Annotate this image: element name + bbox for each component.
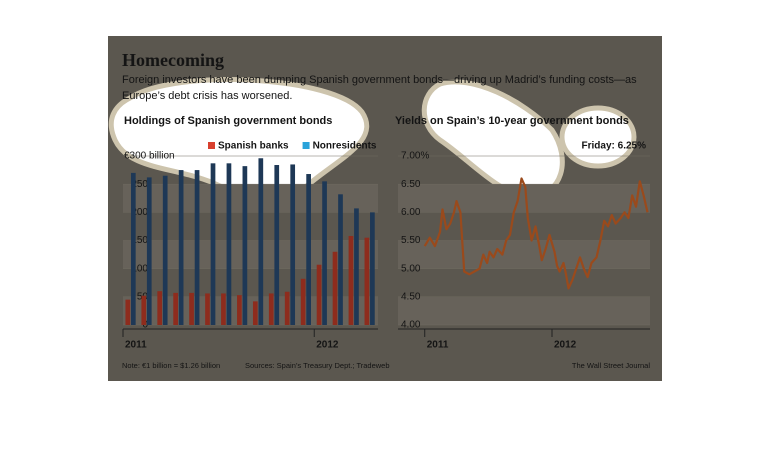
bar — [274, 165, 280, 325]
bar — [332, 251, 338, 325]
source: Sources: Spain’s Treasury Dept.; Tradewe… — [245, 361, 390, 370]
bar — [157, 291, 163, 325]
bar — [242, 166, 248, 325]
bar — [237, 295, 242, 325]
legend-label: Spanish banks — [218, 141, 289, 152]
y-tick-label: 4.50 — [401, 291, 421, 302]
x-tick-label: 2012 — [316, 340, 339, 351]
x-tick-label: 2011 — [427, 340, 449, 351]
bar — [322, 181, 327, 325]
legend-swatch — [302, 142, 310, 149]
bar — [290, 164, 296, 325]
bar — [354, 208, 359, 325]
bar — [130, 172, 136, 325]
bar — [226, 163, 232, 325]
bar — [316, 264, 322, 325]
bar — [194, 170, 200, 325]
y-tick-label: 200 — [131, 207, 148, 218]
y-tick-label: 100 — [131, 263, 148, 274]
y-tick-label: 150 — [131, 235, 148, 246]
bar — [178, 170, 184, 325]
bar — [173, 292, 178, 325]
y-tick-label: 6.50 — [401, 179, 421, 190]
bar — [306, 174, 311, 325]
bar — [300, 278, 306, 325]
bar — [125, 299, 131, 325]
bar — [338, 194, 343, 325]
grid-band — [398, 240, 650, 269]
y-tick-label: 5.00 — [401, 263, 421, 274]
note: Note: €1 billion = $1.26 billion — [122, 361, 220, 370]
title: Homecoming — [122, 50, 224, 70]
x-tick-label: 2011 — [125, 340, 147, 351]
bar — [348, 235, 354, 325]
y-tick-label: 5.50 — [401, 235, 421, 246]
bar — [210, 163, 216, 325]
grid-band — [398, 184, 650, 213]
credit: The Wall Street Journal — [572, 361, 650, 370]
legend-swatch — [208, 142, 215, 149]
bar — [364, 237, 370, 325]
bar — [258, 158, 264, 325]
legend-label: Nonresidents — [313, 141, 377, 152]
bar — [284, 291, 290, 325]
occlusion — [559, 105, 637, 169]
y-tick-label: 7.00% — [401, 151, 429, 162]
line — [423, 177, 649, 290]
bar — [205, 293, 210, 325]
bar — [162, 175, 168, 325]
y-tick-label: 250 — [131, 179, 148, 190]
bar — [189, 292, 194, 325]
subtitle: Europe’s debt crisis has worsened. — [122, 90, 292, 102]
y-tick-label: €300 billion — [124, 151, 175, 162]
subtitle: Foreign investors have been dumping Span… — [122, 74, 637, 86]
y-tick-label: 4.00 — [401, 320, 421, 331]
chart-title: Yields on Spain’s 10-year government bon… — [395, 115, 629, 127]
y-tick-label: 6.00 — [401, 207, 421, 218]
x-tick-label: 2012 — [554, 340, 577, 351]
bar — [252, 301, 258, 325]
bar — [221, 293, 226, 325]
bar — [370, 212, 375, 325]
bar — [268, 293, 274, 325]
y-tick-label: 0 — [142, 320, 148, 331]
bar — [146, 177, 152, 325]
grid-band — [398, 296, 650, 325]
chart-title: Holdings of Spanish government bonds — [124, 115, 332, 127]
bar — [141, 295, 147, 325]
annotation: Friday: 6.25% — [582, 141, 647, 152]
